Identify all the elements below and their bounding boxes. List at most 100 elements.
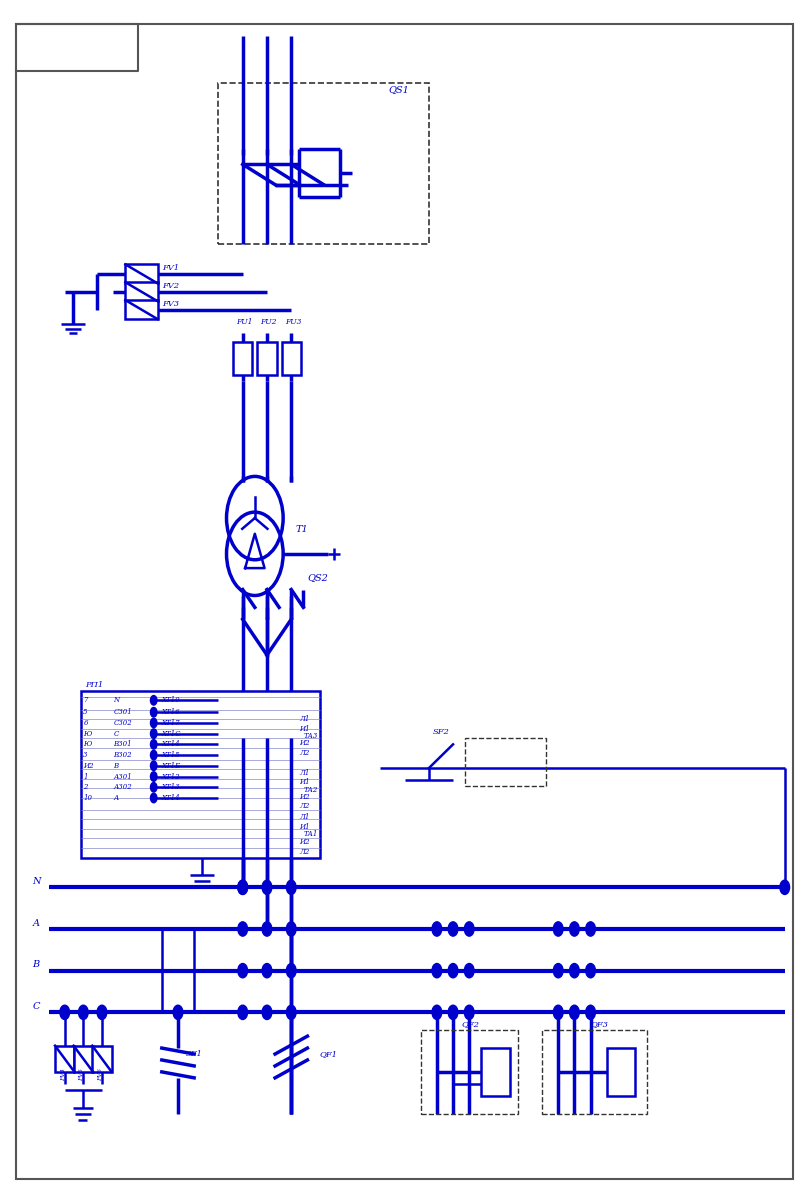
Circle shape — [97, 1005, 107, 1019]
Circle shape — [150, 707, 157, 717]
Text: И1: И1 — [299, 823, 310, 830]
Text: В301: В301 — [113, 741, 132, 748]
Text: Л2: Л2 — [299, 803, 310, 810]
Text: В: В — [113, 762, 118, 769]
Circle shape — [570, 922, 579, 936]
Circle shape — [150, 729, 157, 738]
Circle shape — [150, 750, 157, 760]
Circle shape — [173, 1005, 183, 1019]
Text: QF3: QF3 — [591, 1021, 608, 1028]
Text: XT15: XT15 — [162, 752, 180, 759]
Text: FV6: FV6 — [98, 1068, 103, 1081]
Text: N: N — [113, 697, 120, 704]
Text: 7: 7 — [83, 697, 88, 704]
Text: XT1Б: XT1Б — [162, 762, 181, 769]
Circle shape — [553, 1005, 563, 1019]
Text: 6: 6 — [83, 719, 88, 727]
Text: Л1: Л1 — [299, 769, 310, 777]
Text: А: А — [113, 794, 118, 802]
FancyBboxPatch shape — [81, 691, 320, 858]
Text: B: B — [32, 960, 40, 969]
Circle shape — [464, 922, 474, 936]
Circle shape — [553, 964, 563, 978]
Text: FU3: FU3 — [285, 318, 301, 325]
Text: Л1: Л1 — [299, 813, 310, 821]
Text: XT10: XT10 — [162, 697, 180, 704]
Text: T1: T1 — [295, 525, 308, 535]
Text: FU2: FU2 — [260, 318, 277, 325]
Text: FV3: FV3 — [162, 300, 179, 307]
Text: РП1: РП1 — [85, 681, 104, 688]
Text: А301: А301 — [113, 773, 132, 780]
Circle shape — [150, 772, 157, 781]
Circle shape — [238, 964, 248, 978]
Circle shape — [464, 1005, 474, 1019]
Text: И1: И1 — [299, 725, 310, 732]
Bar — [257, 342, 277, 375]
Bar — [481, 1048, 510, 1096]
Text: ТА2: ТА2 — [303, 786, 318, 793]
Circle shape — [586, 964, 595, 978]
Text: А302: А302 — [113, 784, 132, 791]
Text: XT14: XT14 — [162, 794, 180, 802]
Text: 5: 5 — [83, 709, 88, 716]
Text: C: C — [32, 1002, 40, 1011]
Circle shape — [432, 922, 442, 936]
Circle shape — [150, 740, 157, 749]
Text: 3: 3 — [83, 752, 88, 759]
Circle shape — [262, 964, 272, 978]
Text: ТА3: ТА3 — [303, 732, 318, 740]
Text: XT17: XT17 — [162, 719, 180, 727]
Circle shape — [286, 880, 296, 894]
Circle shape — [286, 964, 296, 978]
Bar — [233, 342, 252, 375]
Circle shape — [286, 922, 296, 936]
Text: FV1: FV1 — [162, 264, 179, 272]
Text: ТА1: ТА1 — [303, 830, 318, 837]
Text: XT14: XT14 — [162, 741, 180, 748]
Circle shape — [150, 696, 157, 705]
Circle shape — [238, 922, 248, 936]
Bar — [125, 300, 158, 319]
Circle shape — [150, 761, 157, 771]
Circle shape — [150, 793, 157, 803]
Text: Л2: Л2 — [299, 848, 310, 855]
Text: И2: И2 — [299, 740, 310, 747]
Circle shape — [238, 880, 248, 894]
Text: И2: И2 — [299, 838, 310, 846]
Text: В302: В302 — [113, 752, 132, 759]
Bar — [607, 1048, 635, 1096]
Circle shape — [150, 718, 157, 728]
Bar — [282, 342, 301, 375]
Text: FV2: FV2 — [162, 282, 179, 289]
Circle shape — [78, 1005, 88, 1019]
Circle shape — [570, 1005, 579, 1019]
Text: FV5: FV5 — [79, 1068, 84, 1081]
Text: 10: 10 — [83, 794, 92, 802]
Circle shape — [553, 922, 563, 936]
Circle shape — [150, 782, 157, 792]
Bar — [125, 264, 158, 283]
Circle shape — [448, 964, 458, 978]
Circle shape — [570, 964, 579, 978]
Circle shape — [262, 880, 272, 894]
Text: A: A — [32, 918, 40, 928]
Text: СЗ02: СЗ02 — [113, 719, 132, 727]
Text: Ю: Ю — [83, 730, 91, 737]
Circle shape — [780, 880, 790, 894]
Circle shape — [432, 964, 442, 978]
Text: QF2: QF2 — [461, 1021, 479, 1028]
Text: И1: И1 — [299, 779, 310, 786]
Circle shape — [286, 1005, 296, 1019]
Text: FV4: FV4 — [61, 1068, 66, 1081]
Text: N: N — [32, 877, 41, 886]
Circle shape — [448, 1005, 458, 1019]
FancyBboxPatch shape — [16, 24, 793, 1179]
Circle shape — [238, 1005, 248, 1019]
Text: QF1: QF1 — [320, 1050, 337, 1058]
Text: 1: 1 — [83, 773, 88, 780]
Text: Л1: Л1 — [299, 716, 310, 723]
Text: XT12: XT12 — [162, 773, 180, 780]
Bar — [125, 282, 158, 301]
Text: И2: И2 — [83, 762, 94, 769]
